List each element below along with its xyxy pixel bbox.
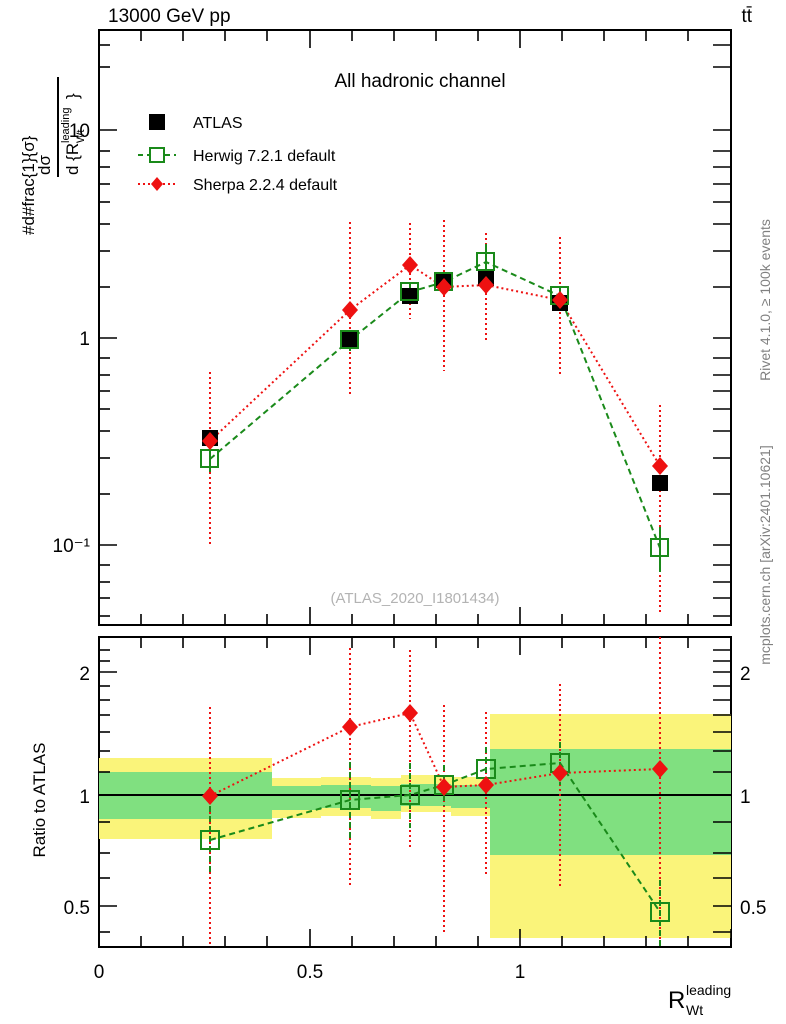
header-left: 13000 GeV pp — [108, 6, 231, 27]
side-text-upper-group: Rivet 4.1.0, ≥ 100k events — [757, 219, 773, 381]
series-line-sherpa — [209, 263, 661, 467]
legend-label-herwig: Herwig 7.2.1 default — [193, 148, 336, 165]
main-ytick-0p1: 10⁻¹ — [53, 536, 91, 557]
main-ylabel: #d#frac{1}{σ} — [19, 135, 38, 235]
main-ylabel-den-sup: leading — [60, 108, 72, 143]
main-ytick-1: 1 — [79, 329, 90, 350]
main-ylabel-den-sub: Wt — [75, 130, 87, 143]
legend: ATLAS Herwig 7.2.1 default Sherpa 2.2.4 … — [138, 114, 338, 194]
side-text-lower: mcplots.cern.ch [arXiv:2401.10621] — [757, 445, 773, 664]
page-title: All hadronic channel — [334, 71, 505, 92]
legend-label-sherpa: Sherpa 2.2.4 default — [193, 177, 338, 194]
ratio-ylabel: Ratio to ATLAS — [30, 743, 49, 858]
ratio-ytick-right-0p5: 0.5 — [740, 898, 766, 919]
ratio-ytick-2: 2 — [79, 664, 90, 685]
xtick-0p5: 0.5 — [297, 962, 323, 983]
legend-marker-atlas — [149, 114, 165, 130]
xtick-0: 0 — [94, 962, 105, 983]
ratio-x-ticks — [98, 637, 732, 947]
series-markers-atlas — [202, 270, 668, 491]
xaxis-label-base: R — [668, 987, 685, 1014]
main-x-ticks — [98, 30, 732, 625]
main-y-ticks — [99, 44, 731, 617]
ratio-ytick-right-2: 2 — [740, 664, 751, 685]
side-text-upper: Rivet 4.1.0, ≥ 100k events — [757, 219, 773, 381]
side-text-lower-group: mcplots.cern.ch [arXiv:2401.10621] — [757, 445, 773, 664]
ratio-markers-sherpa — [202, 704, 668, 805]
series-line-herwig — [209, 260, 661, 549]
xaxis-label-sub: Wt — [686, 1002, 703, 1018]
legend-marker-herwig — [149, 147, 165, 163]
main-ytick-10: 10 — [69, 121, 90, 142]
main-ylabel-fraction: dσ d {R Wt leading } — [35, 77, 87, 177]
header-right: tt̄ — [741, 6, 752, 27]
ratio-uncertainty-bands — [99, 714, 731, 938]
errorbars-herwig — [209, 244, 661, 572]
ratio-y-ticks — [99, 649, 731, 933]
series-markers-sherpa — [202, 256, 668, 475]
ratio-ytick-right-1: 1 — [740, 787, 751, 808]
main-ylabel-den-close: } — [63, 93, 82, 99]
main-panel-frame — [98, 29, 732, 626]
ratio-ylabel-text: Ratio to ATLAS — [30, 743, 49, 858]
dataset-watermark: (ATLAS_2020_I1801434) — [330, 590, 499, 607]
xtick-1: 1 — [515, 962, 526, 983]
xaxis-label: R Wt leading — [668, 982, 731, 1018]
legend-marker-sherpa — [151, 177, 163, 191]
xaxis-label-sup: leading — [686, 982, 731, 998]
series-markers-herwig — [200, 252, 669, 557]
main-ylabel-prefix: #d#frac{1}{σ} — [19, 135, 38, 235]
ratio-ytick-0p5: 0.5 — [64, 898, 90, 919]
main-ylabel-denominator: d {R — [63, 143, 82, 175]
main-ylabel-numerator: dσ — [35, 155, 54, 175]
ratio-ytick-1: 1 — [79, 787, 90, 808]
legend-label-atlas: ATLAS — [193, 115, 243, 132]
